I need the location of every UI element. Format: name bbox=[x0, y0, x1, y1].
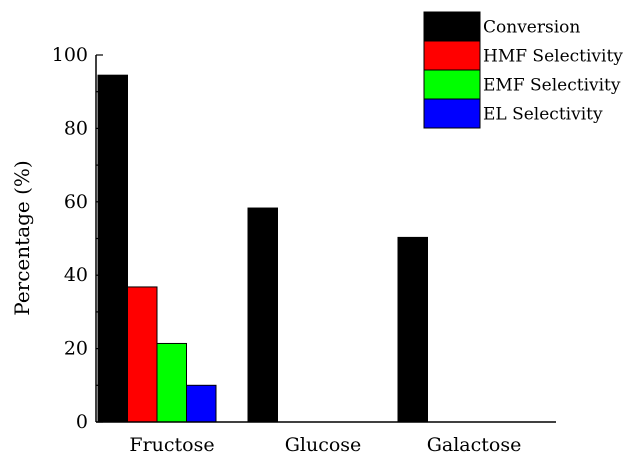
legend-swatch bbox=[423, 40, 481, 71]
x-tick-labels: Fructose Glucose Galactose bbox=[129, 434, 521, 456]
y-tick-label: 100 bbox=[52, 44, 88, 66]
bar-fructose-emf-selectivity bbox=[156, 342, 187, 423]
legend-label: Conversion bbox=[483, 18, 580, 38]
y-tick-label: 0 bbox=[76, 411, 88, 433]
bar-fructose-el-selectivity bbox=[186, 384, 217, 423]
legend-label: EL Selectivity bbox=[483, 105, 603, 125]
y-axis-title: Percentage (%) bbox=[10, 160, 34, 315]
x-tick-label: Glucose bbox=[285, 434, 362, 456]
y-tick-label: 40 bbox=[64, 264, 88, 286]
legend: Conversion HMF Selectivity EMF Selectivity… bbox=[423, 11, 623, 129]
legend-swatch bbox=[423, 11, 481, 42]
bar-glucose-conversion bbox=[247, 207, 278, 423]
x-tick-label: Fructose bbox=[129, 434, 214, 456]
legend-label: HMF Selectivity bbox=[483, 47, 623, 67]
legend-swatch bbox=[423, 69, 481, 100]
y-ticks: 0 20 40 60 80 100 bbox=[52, 44, 103, 433]
bar-fructose-hmf-selectivity bbox=[127, 286, 158, 423]
y-tick-label: 80 bbox=[64, 117, 88, 139]
y-tick-label: 60 bbox=[64, 191, 88, 213]
legend-label: EMF Selectivity bbox=[483, 76, 621, 96]
x-tick-label: Galactose bbox=[427, 434, 522, 456]
y-tick-label: 20 bbox=[64, 338, 88, 360]
bar-galactose-conversion bbox=[397, 236, 428, 423]
bar-fructose-conversion bbox=[97, 74, 128, 423]
legend-swatch bbox=[423, 98, 481, 129]
bars bbox=[97, 74, 428, 423]
